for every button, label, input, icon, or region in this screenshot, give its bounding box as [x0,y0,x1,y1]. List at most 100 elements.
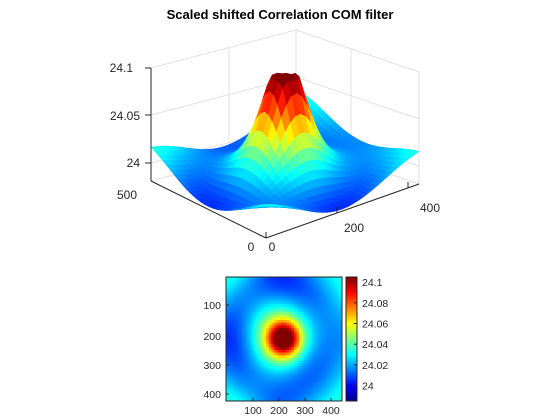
heatmap-cell [289,347,292,351]
heatmap-cell [306,387,310,391]
heatmap-cell [326,395,330,399]
heatmap-cell [241,282,245,286]
heatmap-cell [238,317,242,321]
heatmap-cell [316,392,320,397]
heatmap-cell [226,309,229,313]
heatmap-cell [236,314,240,318]
heatmap-cell [271,298,275,302]
heatmap-cell [246,290,250,294]
heatmap-cell [334,392,338,397]
heatmap-cell [324,360,328,364]
heatmap-cell [316,320,320,324]
heatmap-cell [324,376,328,380]
heatmap-cell [301,303,305,308]
heatmap-cell [334,328,338,332]
heatmap-cell [296,376,300,380]
heatmap-cell [243,303,247,308]
heatmap-cell [304,312,308,316]
heatmap-cell [266,355,270,359]
heatmap-cell [326,363,330,367]
heatmap-cell [261,279,265,283]
heatmap-cell [314,314,318,318]
heatmap-cell [286,384,290,388]
heatmap-cell [291,395,295,399]
heatmap-cell [268,398,272,401]
heatmap-cell [321,320,325,324]
heatmap-cell [321,398,325,401]
heatmap-cell [233,384,237,388]
heatmap-cell [319,322,323,326]
heatmap-cell [289,341,292,345]
heatmap-cell [246,330,250,335]
heatmap-cell [228,371,232,375]
heatmap-cell [248,384,252,388]
heatmap-cell [329,384,333,388]
heatmap-cell [263,363,267,367]
heatmap-cell [263,360,267,364]
heatmap-cell [271,344,275,348]
heatmap-cell [256,303,260,308]
heatmap-cell [248,360,252,364]
heatmap-cell [284,344,287,348]
heatmap-cell [243,368,247,372]
heatmap-cell [241,365,245,370]
heatmap-cell [289,317,292,321]
heatmap-cell [296,290,300,294]
heatmap-cell [334,344,338,348]
heatmap-cell [228,384,232,388]
heatmap-cell [236,290,240,294]
heatmap-cell [336,398,340,401]
heatmap-cell [311,392,315,397]
heatmap-cell [334,395,338,399]
heatmap-cell [246,303,250,308]
heatmap-cell [321,317,325,321]
heatmap-cell [294,384,298,388]
heatmap-cell [289,384,292,388]
heatmap-cell [329,374,333,378]
heatmap-cell [326,285,330,289]
heatmap-cell [301,282,305,286]
heatmap-cell [289,379,292,383]
heatmap-cell [238,282,242,286]
heatmap-cell [248,368,252,372]
heatmap-cell [231,285,234,289]
heatmap-cell [321,341,325,345]
heatmap-cell [281,398,285,401]
heatmap-cell [306,363,310,367]
heatmap-cell [233,290,237,294]
y-tick-label: 0 [248,240,255,254]
heatmap-cell [339,282,342,286]
heatmap-cell [243,352,247,356]
heatmap-cell [233,295,237,299]
heatmap-cell [326,306,330,310]
heatmap-cell [284,287,287,291]
heatmap-cell [231,344,234,348]
heatmap-cell [306,339,310,343]
heatmap-cell [306,355,310,359]
heatmap-cell [296,371,300,375]
heatmap-cell [261,317,265,321]
heatmap-cell [281,279,285,283]
heatmap-cell [271,374,275,378]
heatmap-cell [304,328,308,332]
heatmap-cell [316,277,320,281]
heatmap-cell [311,314,315,318]
heatmap-cell [266,320,270,324]
heatmap-cell [324,314,328,318]
heatmap-cell [291,312,295,316]
heatmap-cell [336,325,340,329]
heatmap-cell [291,387,295,391]
heatmap-cell [276,371,280,375]
heatmap-cell [296,395,300,399]
heatmap-cell [248,287,252,291]
heatmap-cell [226,301,229,305]
heatmap-cell [256,355,260,359]
heatmap-cell [268,309,272,313]
heatmap-cell [324,374,328,378]
heatmap-cell [246,392,250,397]
heatmap-cell [241,392,245,397]
heatmap-cell [299,376,303,380]
heatmap-cell [316,363,320,367]
heatmap-cell [241,395,245,399]
heatmap-cell [266,317,270,321]
